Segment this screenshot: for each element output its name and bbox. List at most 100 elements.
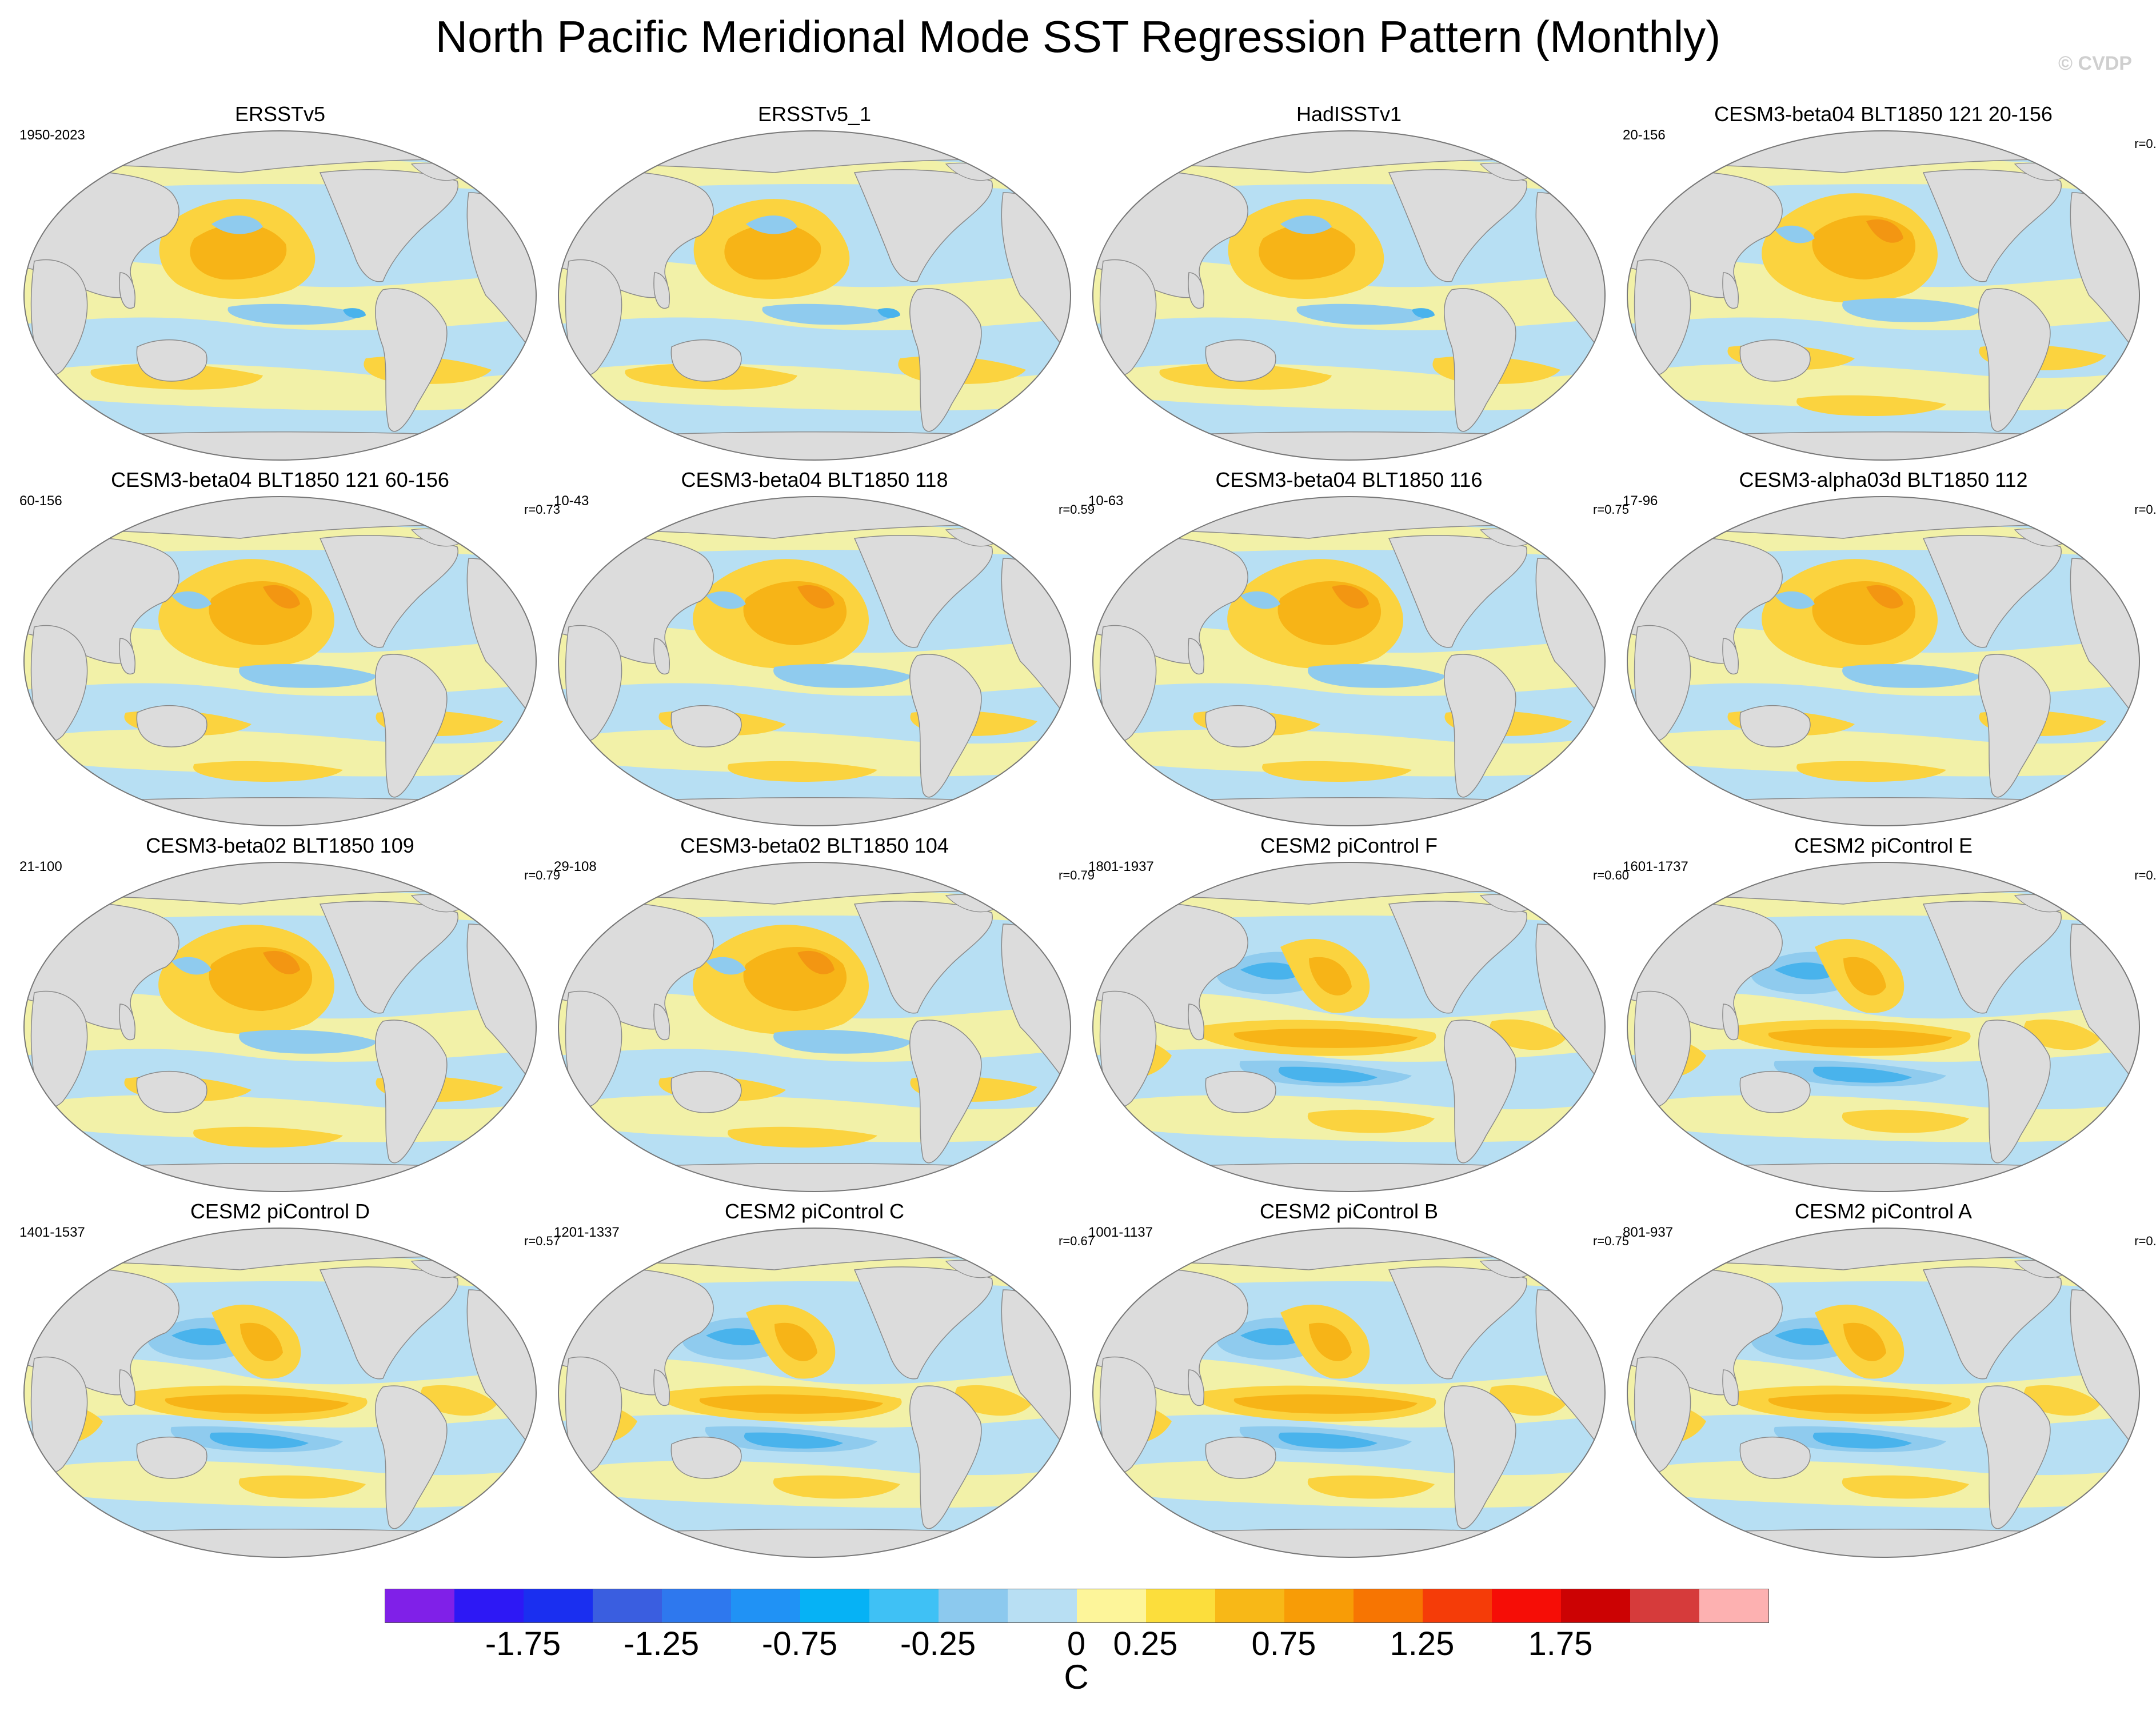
colorbar-tick-label: 1.75 (1528, 1625, 1593, 1662)
panel-years: 801-937 (1623, 1225, 1674, 1240)
panel-correlation: r=0.79 (524, 868, 560, 882)
colorbar-swatch (1699, 1589, 1768, 1622)
world-map (557, 861, 1072, 1193)
world-map (23, 495, 537, 827)
world-map (1092, 861, 1606, 1193)
map-panel: CESM3-beta04 BLT1850 116 10-63 r=0.75 (1080, 466, 1629, 837)
map-panel: CESM3-alpha03d BLT1850 112 17-96 r=0.6 (1615, 466, 2156, 837)
map-panel: CESM2 piControl E (1615, 831, 2156, 1203)
world-map (1626, 1227, 2141, 1558)
world-map (557, 1227, 1072, 1558)
map-panel: CESM3-beta04 BLT1850 121 20-156 20-156 r= (1615, 100, 2156, 471)
panel-title: CESM3-beta04 BLT1850 116 (1215, 468, 1483, 491)
map-svg (558, 862, 1071, 1192)
map-panel: CESM2 piControl F (1080, 831, 1629, 1203)
colorbar-swatch (593, 1589, 662, 1622)
world-map (557, 130, 1072, 461)
colorbar-swatch (385, 1589, 454, 1622)
panel-correlation: r=0.6 (2134, 868, 2156, 882)
panel-title: ERSSTv5 (234, 102, 326, 126)
panel-years: 1601-1737 (1623, 859, 1688, 874)
colorbar-tick-label: 0.25 (1113, 1625, 1178, 1662)
map-svg (1092, 496, 1606, 826)
colorbar-swatch (1146, 1589, 1215, 1622)
panel-years: 1001-1137 (1088, 1225, 1153, 1240)
map-svg (1627, 1228, 2140, 1558)
colorbar-tick-label: 0 (1067, 1625, 1086, 1662)
map-panel: HadISSTv1 (1080, 100, 1618, 471)
colorbar-swatch (662, 1589, 731, 1622)
panel-years: 1801-1937 (1088, 859, 1154, 874)
panel-correlation: r=0.75 (1593, 502, 1629, 517)
world-map (1092, 130, 1606, 461)
panel-years: 60-156 (19, 493, 62, 509)
panel-title: CESM2 piControl B (1259, 1200, 1439, 1223)
colorbar-swatch (524, 1589, 593, 1622)
map-svg (1627, 130, 2140, 461)
colorbar-swatch (1008, 1589, 1077, 1622)
panel-correlation: r=0.79 (1059, 868, 1095, 882)
map-panel: CESM2 piControl D (11, 1197, 560, 1569)
map-panel: CESM2 piControl C (546, 1197, 1095, 1569)
map-svg (23, 496, 537, 826)
map-svg (1092, 1228, 1606, 1558)
panel-years: 1950-2023 (19, 127, 85, 143)
figure-title: North Pacific Meridional Mode SST Regres… (435, 11, 1721, 62)
map-svg (558, 496, 1071, 826)
map-svg (1092, 130, 1606, 461)
panel-correlation: r=0.7 (2134, 137, 2156, 151)
map-panel: CESM3-beta02 BLT1850 104 29-108 r=0.79 (546, 831, 1095, 1203)
colorbar-tick-label: -0.25 (900, 1625, 976, 1662)
panel-years: 10-43 (554, 493, 589, 509)
colorbar-swatch (1561, 1589, 1630, 1622)
world-map (557, 495, 1072, 827)
panel-title: HadISSTv1 (1296, 102, 1402, 126)
panel-title: CESM2 piControl F (1260, 834, 1438, 857)
map-svg (1627, 496, 2140, 826)
panel-years: 1201-1337 (554, 1225, 620, 1240)
colorbar-swatch (1284, 1589, 1354, 1622)
cvdp-watermark: © CVDP (2058, 53, 2132, 74)
colorbar (385, 1589, 1769, 1623)
panel-title: CESM2 piControl A (1794, 1200, 1973, 1223)
map-panel: CESM3-beta04 BLT1850 121 60-156 60-156 r= (11, 466, 560, 837)
panel-correlation: r=0.8 (2134, 1234, 2156, 1248)
colorbar-swatch (869, 1589, 939, 1622)
map-svg (1092, 862, 1606, 1192)
map-panel: ERSSTv5 1950-2023 (11, 100, 549, 471)
panel-title: CESM3-beta02 BLT1850 104 (680, 834, 949, 857)
map-svg (1627, 862, 2140, 1192)
panel-correlation: r=0.75 (1593, 1234, 1629, 1248)
colorbar-swatch (1077, 1589, 1146, 1622)
map-svg (23, 130, 537, 461)
panel-title: CESM2 piControl E (1794, 834, 1973, 857)
colorbar-swatch (454, 1589, 524, 1622)
panel-correlation: r=0.67 (1059, 1234, 1095, 1248)
panel-title: CESM2 piControl C (724, 1200, 905, 1223)
world-map (23, 130, 537, 461)
colorbar-swatch (1215, 1589, 1284, 1622)
map-svg (558, 1228, 1071, 1558)
colorbar-swatch (800, 1589, 869, 1622)
colorbar-tick-label: -1.75 (485, 1625, 561, 1662)
panel-title: CESM3-alpha03d BLT1850 112 (1739, 468, 2028, 491)
world-map (1626, 495, 2141, 827)
panel-years: 21-100 (19, 859, 62, 874)
world-map (1626, 130, 2141, 461)
colorbar-tick-label: 1.25 (1390, 1625, 1455, 1662)
colorbar-tick-label: 0.75 (1251, 1625, 1316, 1662)
panel-correlation: r=0.6 (2134, 502, 2156, 517)
colorbar-swatch (1492, 1589, 1561, 1622)
world-map (1092, 495, 1606, 827)
map-panel: CESM2 piControl B (1080, 1197, 1629, 1569)
colorbar-swatch (939, 1589, 1008, 1622)
colorbar-tick-label: -0.75 (761, 1625, 838, 1662)
panel-years: 29-108 (554, 859, 597, 874)
panel-years: 20-156 (1623, 127, 1666, 143)
panel-correlation: r=0.60 (1593, 868, 1629, 882)
panel-years: 10-63 (1088, 493, 1124, 509)
colorbar-swatch (731, 1589, 800, 1622)
panel-title: CESM3-beta04 BLT1850 118 (681, 468, 948, 491)
colorbar-swatch (1423, 1589, 1492, 1622)
panel-years: 1401-1537 (19, 1225, 85, 1240)
